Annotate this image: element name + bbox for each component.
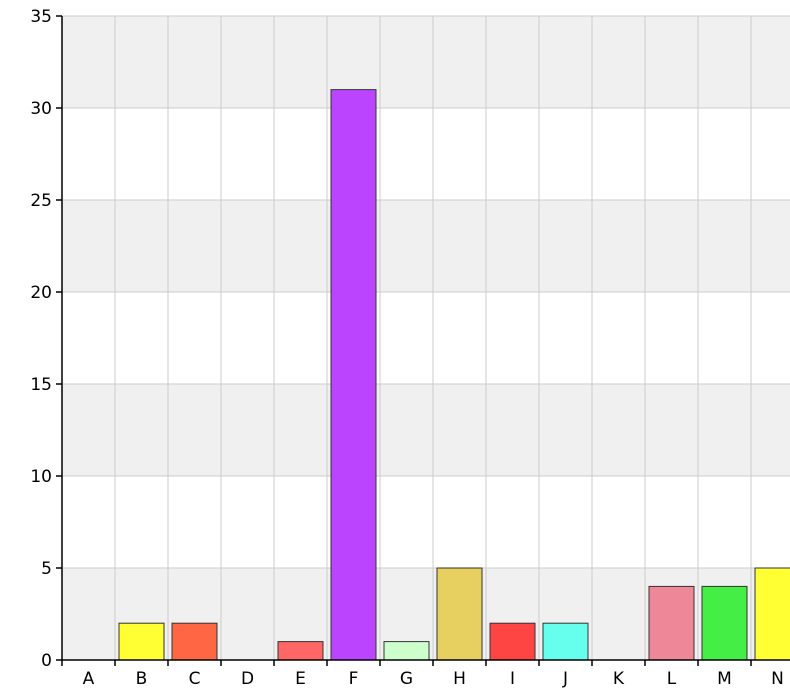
x-tick-label: K: [613, 669, 625, 689]
x-axis-ticks: A B C D E F G H I J K L M N: [61, 660, 784, 689]
y-axis-ticks: 0 5 10 15 20 25 30 35: [30, 7, 62, 671]
x-tick-label: A: [83, 669, 95, 689]
plot-band: [62, 384, 790, 476]
y-tick-label: 25: [30, 191, 52, 211]
plot-band: [62, 200, 790, 292]
x-tick-label: E: [295, 669, 306, 689]
bars: [118, 89, 790, 661]
x-tick-label: C: [189, 669, 201, 689]
plot-band: [62, 108, 790, 200]
bar-B: [118, 622, 165, 661]
bar-H: [436, 567, 483, 661]
plot-background-bands: [62, 16, 790, 660]
bar-C: [171, 622, 218, 661]
x-tick-label: B: [136, 669, 148, 689]
y-tick-label: 15: [30, 375, 52, 395]
x-tick-label: J: [562, 669, 568, 689]
bar-N: [754, 567, 790, 661]
axes: [61, 16, 790, 661]
x-tick-label: I: [510, 669, 515, 689]
x-tick-label: G: [400, 669, 413, 689]
plot-band: [62, 292, 790, 384]
x-tick-label: H: [453, 669, 466, 689]
bar-I: [489, 622, 536, 661]
y-tick-label: 30: [30, 99, 52, 119]
x-tick-label: F: [349, 669, 359, 689]
bar-F: [330, 89, 377, 661]
y-tick-label: 20: [30, 283, 52, 303]
grid-lines: [62, 15, 790, 661]
x-tick-label: M: [717, 669, 732, 689]
x-tick-label: N: [771, 669, 784, 689]
y-tick-label: 10: [30, 467, 52, 487]
plot-band: [62, 476, 790, 568]
plot-band: [62, 16, 790, 108]
y-tick-label: 0: [41, 651, 52, 671]
y-tick-label: 5: [41, 559, 52, 579]
bar-J: [542, 622, 589, 661]
bar-G: [383, 641, 430, 661]
bar-E: [277, 641, 324, 661]
bar-L: [648, 585, 695, 661]
x-tick-label: D: [241, 669, 254, 689]
bar-M: [701, 585, 748, 661]
y-tick-label: 35: [30, 7, 52, 27]
x-tick-label: L: [667, 669, 677, 689]
